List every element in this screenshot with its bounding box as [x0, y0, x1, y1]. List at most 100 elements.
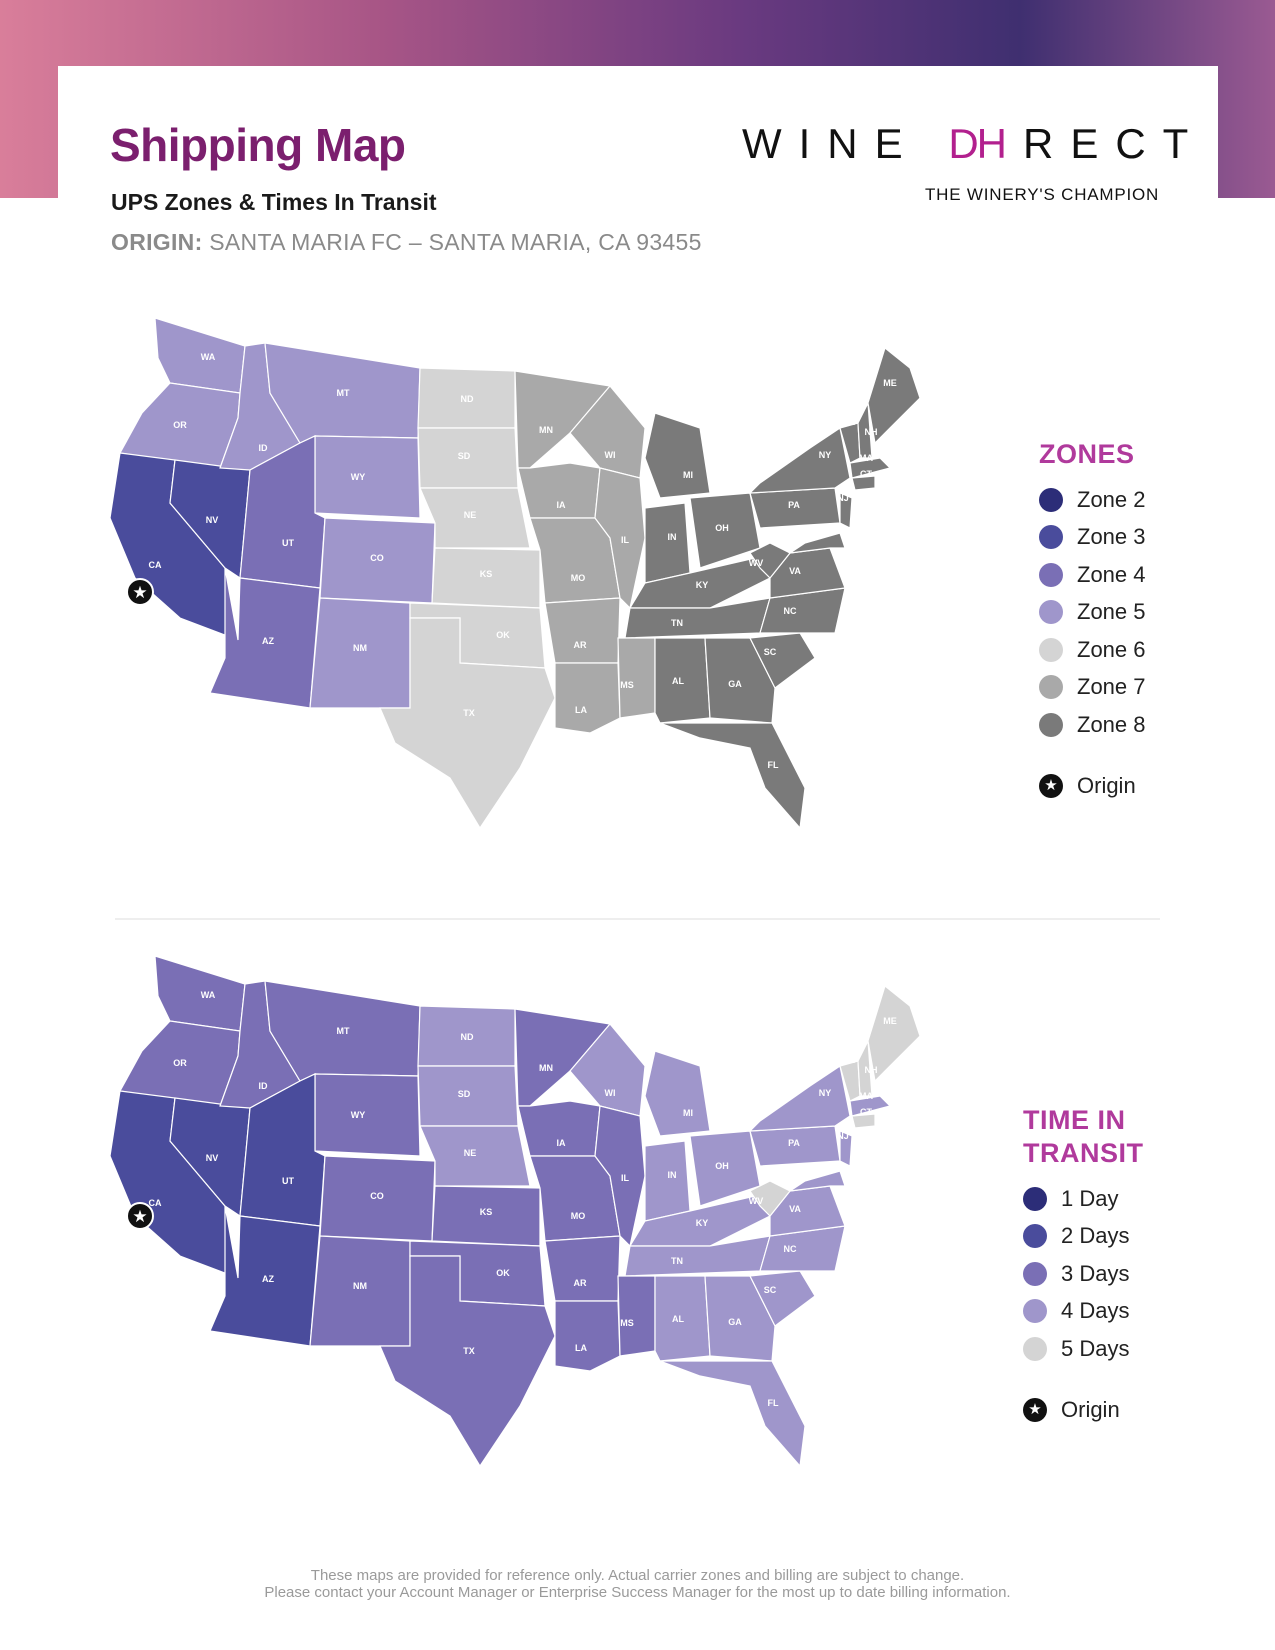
transit-legend-item: 1 Day — [1023, 1180, 1144, 1218]
transit-state-label: IA — [557, 1138, 567, 1148]
zones-state-label: MI — [683, 470, 693, 480]
zones-origin-marker — [126, 578, 154, 606]
transit-state-label: OK — [496, 1268, 510, 1278]
transit-legend-title-line1: TIME IN — [1023, 1105, 1126, 1135]
transit-state-label: TX — [463, 1346, 475, 1356]
transit-legend-label: 2 Days — [1061, 1223, 1130, 1249]
transit-legend-swatch — [1023, 1261, 1047, 1286]
zones-state-wv — [749, 542, 791, 579]
zones-state-ar — [544, 597, 621, 664]
zones-state-ny — [748, 427, 851, 494]
transit-legend-title-line2: TRANSIT — [1023, 1138, 1144, 1168]
transit-state-label: NM — [353, 1281, 367, 1291]
transit-legend-items: 1 Day 2 Days 3 Days 4 Days 5 Days — [1023, 1180, 1144, 1368]
zones-state-label: AZ — [262, 636, 274, 646]
transit-state-label: OR — [173, 1058, 187, 1068]
zones-state-label: PA — [788, 500, 800, 510]
zones-state-ma — [849, 457, 892, 479]
zones-legend-swatch — [1039, 525, 1063, 550]
zones-state-il — [594, 467, 646, 610]
transit-state-ms — [617, 1275, 656, 1357]
logo-word-right: RECT — [1023, 120, 1206, 167]
zones-legend-item: Zone 7 — [1039, 669, 1146, 707]
transit-state-label: AZ — [262, 1274, 274, 1284]
zones-state-in — [644, 502, 691, 584]
transit-legend-item: 5 Days — [1023, 1330, 1144, 1368]
transit-state-label: PA — [788, 1138, 800, 1148]
zones-state-mn — [514, 370, 612, 469]
transit-legend-swatch — [1023, 1336, 1047, 1361]
transit-state-label: GA — [728, 1317, 742, 1327]
origin-label: ORIGIN: — [111, 229, 203, 255]
zones-state-label: WA — [201, 352, 216, 362]
transit-state-label: WI — [605, 1088, 616, 1098]
zones-state-label: SD — [458, 451, 471, 461]
transit-state-nj — [839, 1130, 853, 1167]
transit-state-az — [209, 1205, 321, 1347]
transit-state-label: WV — [749, 1196, 764, 1206]
zones-legend-origin: ★ Origin — [1039, 768, 1146, 806]
zones-state-label: MA — [859, 453, 873, 463]
transit-state-label: WA — [201, 990, 216, 1000]
zones-legend-label: Zone 3 — [1077, 524, 1146, 550]
zones-legend-swatch — [1039, 600, 1063, 625]
zones-state-nc — [759, 587, 846, 634]
zones-state-label: KS — [480, 569, 493, 579]
transit-state-label: AL — [672, 1314, 684, 1324]
zones-state-label: ID — [259, 443, 269, 453]
zones-state-label: OH — [715, 523, 729, 533]
zones-legend-item: Zone 4 — [1039, 556, 1146, 594]
zones-state-label: NH — [865, 427, 878, 437]
transit-state-label: ND — [461, 1032, 474, 1042]
transit-state-label: NJ — [837, 1131, 849, 1141]
transit-state-la — [554, 1300, 621, 1372]
page-subtitle: UPS Zones & Times In Transit — [111, 189, 437, 215]
zones-legend-origin-label: Origin — [1077, 773, 1136, 799]
transit-state-wv — [749, 1180, 791, 1217]
zones-legend-label: Zone 8 — [1077, 711, 1146, 737]
transit-state-nc — [759, 1225, 846, 1272]
origin-star-icon: ★ — [1039, 774, 1063, 799]
zones-state-az — [209, 567, 321, 709]
zones-state-label: NY — [819, 450, 832, 460]
transit-state-label: NC — [784, 1244, 797, 1254]
transit-state-label: CA — [149, 1198, 162, 1208]
transit-legend-swatch — [1023, 1224, 1047, 1249]
zones-state-label: FL — [768, 760, 779, 770]
zones-state-label: NM — [353, 643, 367, 653]
transit-state-ga — [704, 1275, 776, 1362]
zones-state-label: NE — [464, 510, 477, 520]
transit-state-label: ME — [883, 1016, 897, 1026]
zones-legend-item: Zone 8 — [1039, 706, 1146, 744]
transit-state-label: MT — [337, 1026, 350, 1036]
zones-state-label: CA — [149, 560, 162, 570]
zones-legend-item: Zone 3 — [1039, 519, 1146, 557]
transit-state-label: KY — [696, 1218, 709, 1228]
zones-state-mi — [644, 412, 711, 499]
transit-state-md — [789, 1170, 846, 1192]
transit-state-label: TN — [671, 1256, 683, 1266]
transit-state-tx — [379, 1255, 556, 1468]
transit-state-label: IL — [621, 1173, 630, 1183]
transit-legend-swatch — [1023, 1299, 1047, 1324]
transit-state-label: MI — [683, 1108, 693, 1118]
zones-state-label: VA — [789, 566, 801, 576]
zones-legend-title: ZONES — [1039, 439, 1135, 469]
zones-state-sc — [749, 632, 816, 689]
transit-state-il — [594, 1105, 646, 1248]
origin-value: SANTA MARIA FC – SANTA MARIA, CA 93455 — [209, 229, 702, 255]
zones-map: WA OR CA NV ID MT WY UT AZ CO NM ND SD NE KS OK TX MN IA MO… — [109, 318, 921, 830]
transit-state-label: KS — [480, 1207, 493, 1217]
zones-state-ct — [851, 475, 876, 491]
zones-state-label: VT — [845, 417, 857, 427]
transit-state-label: NH — [865, 1065, 878, 1075]
zones-legend-label: Zone 5 — [1077, 599, 1146, 625]
origin-star-icon: ★ — [1023, 1398, 1047, 1423]
transit-state-label: CT — [860, 1107, 872, 1117]
zones-state-label: IN — [668, 532, 677, 542]
transit-map: WA OR CA NV ID MT WY UT AZ CO NM ND SD NE KS OK TX MN IA MO… — [109, 956, 921, 1468]
transit-legend-label: 5 Days — [1061, 1335, 1130, 1361]
transit-legend-item: 4 Days — [1023, 1293, 1144, 1331]
transit-state-sc — [749, 1270, 816, 1327]
transit-state-mn — [514, 1008, 612, 1107]
